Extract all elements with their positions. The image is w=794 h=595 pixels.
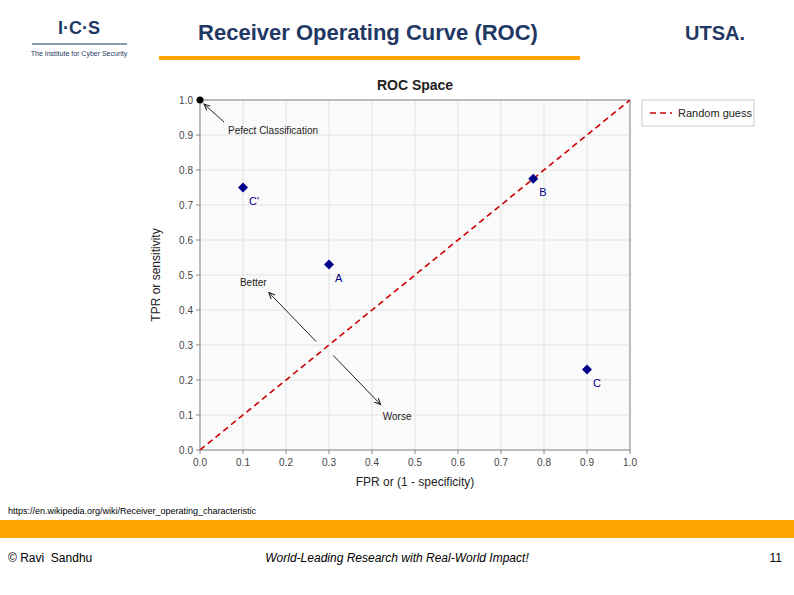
logo-rule (32, 44, 127, 45)
logo-caption: The Institute for Cyber Security (31, 50, 128, 58)
logo-left: I·C·S (58, 18, 100, 38)
tick-y (196, 170, 200, 171)
header-rule (159, 56, 580, 60)
page: I·C·S The Institute for Cyber Security Rec… (0, 0, 794, 595)
plot-title: ROC Space (377, 77, 453, 93)
annotation-arrow (204, 104, 224, 122)
point-label: A (335, 272, 343, 284)
point (528, 174, 538, 184)
tick-label-y: 0.6 (179, 235, 193, 246)
point-label: C (593, 377, 601, 389)
tick-y (196, 450, 200, 451)
legend-box (642, 100, 754, 126)
tick-x (458, 450, 459, 454)
tick-label-x: 0.0 (193, 457, 207, 468)
tick-y (196, 380, 200, 381)
annotation: Worse (383, 411, 412, 422)
tick-x (630, 450, 631, 454)
grid-line-y (200, 310, 630, 311)
tick-label-y: 0.7 (179, 200, 193, 211)
tick-label-x: 0.9 (580, 457, 594, 468)
plot-frame (200, 100, 630, 450)
annotation: Pefect Classification (228, 125, 318, 136)
tick-x (200, 450, 201, 454)
tick-label-x: 0.8 (537, 457, 551, 468)
tick-y (196, 310, 200, 311)
tick-y (196, 135, 200, 136)
footer-bar (0, 520, 794, 538)
tick-label-x: 0.5 (408, 457, 422, 468)
annotation-arrow (269, 293, 316, 342)
header-title: Receiver Operating Curve (ROC) (198, 20, 538, 45)
footer-url: https://en.wikipedia.org/wiki/Receiver_o… (8, 506, 257, 516)
grid-line-y (200, 415, 630, 416)
tick-label-y: 0.1 (179, 410, 193, 421)
tick-y (196, 275, 200, 276)
annotation: Better (240, 277, 267, 288)
footer-left: © Ravi Sandhu (8, 551, 92, 565)
tick-x (501, 450, 502, 454)
tick-x (415, 450, 416, 454)
tick-y (196, 415, 200, 416)
tick-label-x: 0.6 (451, 457, 465, 468)
data-texts: C' A B C (249, 186, 601, 389)
plot-background (200, 100, 630, 450)
tick-label-y: 0.8 (179, 165, 193, 176)
grid (200, 100, 630, 450)
tick-label-y: 1.0 (179, 95, 193, 106)
tick-x (372, 450, 373, 454)
grid-line-y (200, 240, 630, 241)
tick-label-x: 0.4 (365, 457, 379, 468)
grid-line-y (200, 380, 630, 381)
tick-y (196, 345, 200, 346)
tick-x (587, 450, 588, 454)
tick-y (196, 205, 200, 206)
tick-y (196, 240, 200, 241)
tick-x (544, 450, 545, 454)
data-marks (200, 100, 630, 450)
tick-label-x: 1.0 (623, 457, 637, 468)
logo-right: UTSA. (685, 22, 745, 44)
tick-label-y: 0.9 (179, 130, 193, 141)
x-axis-label: FPR or (1 - specificity) (356, 475, 475, 489)
y-axis-label: TPR or sensitivity (149, 228, 163, 321)
tick-label-y: 0.0 (179, 445, 193, 456)
annotated-point (197, 97, 204, 104)
tick-x (329, 450, 330, 454)
tick-x (243, 450, 244, 454)
point-label: B (539, 186, 546, 198)
legend: Random guess (642, 100, 754, 126)
grid-line-y (200, 205, 630, 206)
tick-x (286, 450, 287, 454)
tick-label-x: 0.3 (322, 457, 336, 468)
point-label: C' (249, 195, 259, 207)
tick-label-x: 0.2 (279, 457, 293, 468)
tick-label-y: 0.4 (179, 305, 193, 316)
tick-label-x: 0.7 (494, 457, 508, 468)
tick-label-y: 0.2 (179, 375, 193, 386)
tick-label-x: 0.1 (236, 457, 250, 468)
point (324, 260, 334, 270)
footer-center: World-Leading Research with Real-World I… (265, 551, 529, 565)
line (200, 100, 630, 450)
grid-line-y (200, 170, 630, 171)
tick-label-y: 0.5 (179, 270, 193, 281)
axes: 0.0 0.1 0.2 0.3 0.4 0.5 0.6 0.7 0.8 0.9 1.0 0.0 0.1 0… (179, 95, 637, 469)
tick-label-y: 0.3 (179, 340, 193, 351)
grid-line-y (200, 275, 630, 276)
point (238, 183, 248, 193)
annotations: Pefect Classification Better Worse (197, 97, 412, 423)
footer-right: 11 (770, 551, 783, 565)
legend-label: Random guess (678, 107, 752, 119)
legend-swatch (650, 112, 672, 114)
grid-line-y (200, 345, 630, 346)
point (582, 365, 592, 375)
annotation-arrow (333, 356, 380, 405)
